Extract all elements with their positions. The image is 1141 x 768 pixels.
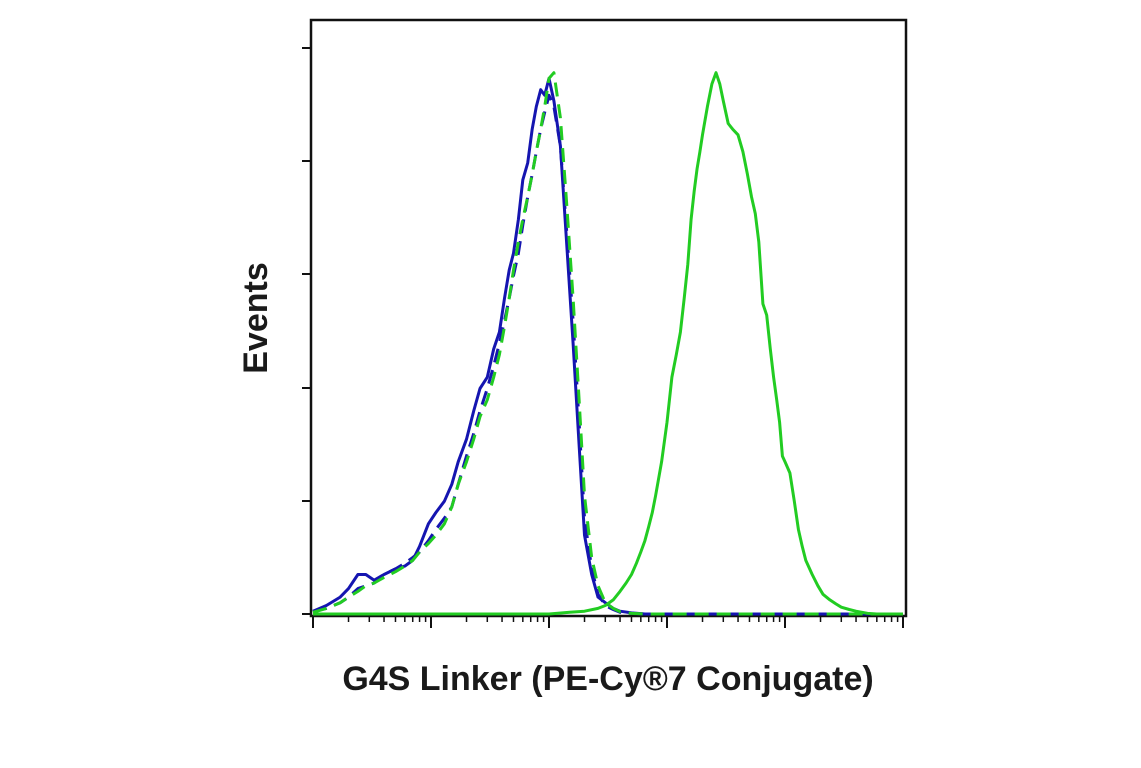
series-layer [312, 71, 903, 616]
plot-frame [309, 18, 908, 618]
y-axis-ticks [302, 47, 311, 615]
series-blue-dashed [312, 93, 903, 616]
series-blue-solid [312, 76, 903, 616]
series-green-solid [313, 71, 903, 616]
x-axis-title: G4S Linker (PE-Cy®7 Conjugate) [342, 660, 873, 698]
series-green-dashed [312, 71, 903, 616]
x-axis-ticks [312, 616, 904, 628]
y-axis-title: Events [237, 262, 275, 374]
